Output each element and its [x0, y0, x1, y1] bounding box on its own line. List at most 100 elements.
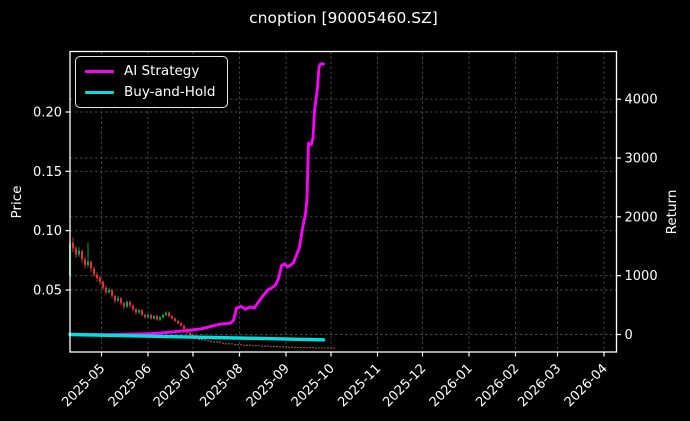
candle-body — [210, 341, 212, 343]
candle-body — [81, 250, 83, 260]
candle-body — [123, 303, 125, 307]
x-tick-label: 2026-03 — [515, 361, 564, 410]
x-tick-label: 2025-09 — [244, 361, 293, 410]
candle-body — [228, 343, 230, 345]
candle-body — [156, 316, 158, 320]
candle-body — [162, 314, 164, 318]
legend-label: AI Strategy — [124, 63, 200, 79]
candle-body — [147, 314, 149, 318]
candle-body — [300, 346, 302, 348]
candle-body — [276, 346, 278, 348]
candle-body — [255, 345, 257, 347]
x-tick-label: 2025-07 — [151, 361, 200, 410]
candle-body — [267, 345, 269, 347]
return-tick-label: 2000 — [625, 210, 658, 225]
candle-body — [303, 346, 305, 348]
candle-body — [87, 261, 89, 266]
candle-body — [165, 312, 167, 315]
x-tick-label: 2025-10 — [289, 361, 338, 410]
candle-body — [102, 281, 104, 288]
candle-body — [171, 316, 173, 319]
candle-body — [321, 347, 323, 349]
candle-body — [132, 305, 134, 309]
x-tick-label: 2026-04 — [562, 361, 611, 410]
candle-body — [285, 346, 287, 348]
buy-and-hold-line — [68, 332, 326, 342]
candle-body — [207, 340, 209, 342]
candle-body — [141, 310, 143, 315]
price-tick-label: 0.15 — [33, 165, 62, 180]
candle-body — [111, 290, 113, 296]
candle-body — [309, 347, 311, 349]
price-tick-label: 0.05 — [33, 284, 62, 299]
axis-ticks — [65, 98, 621, 357]
x-tick-label: 2025-08 — [197, 361, 246, 410]
candle-body — [75, 248, 77, 255]
candle-body — [237, 344, 239, 346]
candle-body — [177, 320, 179, 324]
candle-body — [219, 341, 221, 343]
price-tick-label: 0.10 — [33, 224, 62, 239]
candle-body — [258, 345, 260, 347]
price-axis-label: Price — [9, 185, 25, 219]
x-tick-label: 2025-12 — [380, 361, 429, 410]
plot-border — [69, 50, 618, 353]
candle-body — [144, 314, 146, 318]
legend-item-ai-strategy: AI Strategy — [85, 64, 215, 79]
candle-body — [243, 344, 245, 346]
candle-body — [249, 344, 251, 346]
candle-body — [189, 332, 191, 336]
x-tick-label: 2026-01 — [427, 361, 476, 410]
candle-body — [312, 347, 314, 349]
price-tick-labels: 0.05 0.10 0.15 0.20 — [33, 105, 62, 298]
candle-body — [183, 325, 185, 330]
candle-body — [264, 345, 266, 347]
candle-body — [159, 317, 161, 320]
candle-body — [198, 338, 200, 340]
candle-body — [99, 278, 101, 282]
candle-body — [252, 345, 254, 347]
return-tick-labels: 0 1000 2000 3000 4000 — [625, 93, 658, 343]
candle-body — [78, 250, 80, 255]
x-tick-labels: 2025-052025-062025-072025-082025-092025-… — [59, 361, 611, 410]
buy-and-hold-line-swatch — [85, 90, 114, 95]
candle-body — [120, 298, 122, 304]
candle-body — [150, 314, 152, 319]
x-tick-label: 2025-06 — [106, 361, 155, 410]
candle-body — [222, 342, 224, 344]
candle-body — [288, 346, 290, 348]
candle-body — [216, 341, 218, 343]
candle-body — [153, 316, 155, 319]
candle-body — [297, 347, 299, 349]
candle-body — [213, 341, 215, 343]
candle-body — [294, 346, 296, 348]
legend: AI Strategy Buy-and-Hold — [75, 56, 229, 108]
candle-body — [96, 274, 98, 279]
candle-body — [117, 298, 119, 301]
legend-label: Buy-and-Hold — [124, 84, 216, 100]
x-tick-label: 2026-02 — [473, 361, 522, 410]
candle-body — [168, 312, 170, 317]
candle-body — [129, 301, 131, 306]
candle-body — [315, 347, 317, 349]
price-tick-label: 0.20 — [33, 105, 62, 120]
return-tick-label: 1000 — [625, 269, 658, 284]
candlestick-series — [69, 115, 335, 349]
candle-body — [84, 259, 86, 266]
ai-strategy-line-swatch — [85, 69, 114, 74]
candle-body — [240, 344, 242, 346]
candle-body — [201, 339, 203, 341]
ai-strategy-line — [68, 62, 325, 337]
candle-body — [114, 295, 116, 301]
candle-body — [270, 346, 272, 348]
candle-body — [204, 339, 206, 341]
return-axis-label: Return — [664, 189, 680, 235]
candle-body — [231, 343, 233, 345]
return-tick-label: 3000 — [625, 152, 658, 167]
candle-body — [126, 301, 128, 307]
chart-title: cnoption [90005460.SZ] — [249, 9, 438, 27]
candle-body — [282, 346, 284, 348]
candle-body — [246, 344, 248, 346]
candle-body — [330, 347, 332, 349]
